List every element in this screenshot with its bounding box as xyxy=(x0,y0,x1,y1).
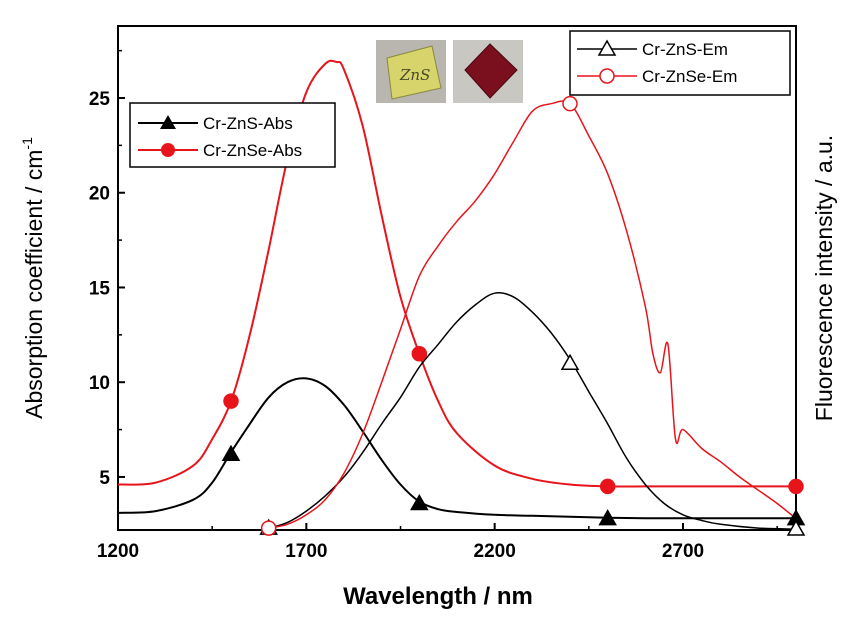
sample-photos: ZnS xyxy=(376,40,523,103)
data-point-cr-zns-em xyxy=(786,519,806,536)
series-line-cr-zns-em xyxy=(268,292,797,530)
series-line-cr-zns-abs xyxy=(117,377,796,520)
data-point-cr-znse-abs xyxy=(599,478,616,495)
data-point-cr-zns-em xyxy=(560,353,580,371)
y-tick-label: 25 xyxy=(89,89,111,110)
legend-zns-em-label: Cr-ZnS-Em xyxy=(642,40,728,59)
data-point-cr-zns-abs xyxy=(410,493,429,511)
y-axis-left-title: Absorption coefficient / cm-1 xyxy=(19,137,47,419)
legend-abs-box xyxy=(129,102,336,168)
legend-abs: Cr-ZnS-Abs Cr-ZnSe-Abs xyxy=(129,102,336,168)
zns-photo-sample xyxy=(386,45,442,100)
data-point-cr-znse-abs xyxy=(788,478,804,495)
legend-znse-em-label: Cr-ZnSe-Em xyxy=(642,67,737,86)
y-tick-label: 10 xyxy=(89,373,110,394)
legend-znse-abs-marker xyxy=(161,143,175,157)
series-line-cr-znse-abs xyxy=(117,59,796,488)
data-point-cr-znse-em xyxy=(260,520,277,536)
znse-photo-sample xyxy=(464,43,518,99)
axis-ticks: 1200 1700 2200 2700 5 10 15 20 25 xyxy=(89,49,778,562)
legend-em: Cr-ZnS-Em Cr-ZnSe-Em xyxy=(569,30,791,96)
y-tick-label: 5 xyxy=(99,468,110,489)
data-point-cr-znse-abs xyxy=(411,346,428,362)
series-line-cr-znse-em xyxy=(268,100,797,529)
x-tick-label: 2700 xyxy=(662,541,704,562)
x-tick-label: 1200 xyxy=(97,541,139,562)
legend-znse-em-marker xyxy=(599,68,615,84)
data-point-cr-zns-abs xyxy=(598,509,617,526)
zns-photo-label: ZnS xyxy=(399,66,430,84)
data-point-cr-zns-abs xyxy=(221,444,241,461)
x-tick-label: 1700 xyxy=(285,541,327,562)
markers xyxy=(221,95,806,536)
legend-zns-abs-marker xyxy=(160,115,176,129)
legend-zns-em-marker xyxy=(597,39,617,56)
y-axis-left-title-text: Absorption coefficient / cm xyxy=(21,150,47,419)
legend-znse-abs-label: Cr-ZnSe-Abs xyxy=(203,141,302,160)
data-point-cr-znse-em xyxy=(562,95,578,112)
y-axis-left-title-superscript: -1 xyxy=(19,137,35,150)
y-axis-right-title: Fluorescence intensity / a.u. xyxy=(811,135,837,421)
x-tick-label: 2200 xyxy=(474,541,516,562)
legend-zns-abs-label: Cr-ZnS-Abs xyxy=(203,114,293,133)
data-point-cr-znse-abs xyxy=(223,393,239,409)
x-axis-title: Wavelength / nm xyxy=(343,583,533,610)
y-tick-label: 20 xyxy=(89,184,110,205)
plot-frame xyxy=(117,25,797,531)
y-tick-label: 15 xyxy=(89,278,111,299)
